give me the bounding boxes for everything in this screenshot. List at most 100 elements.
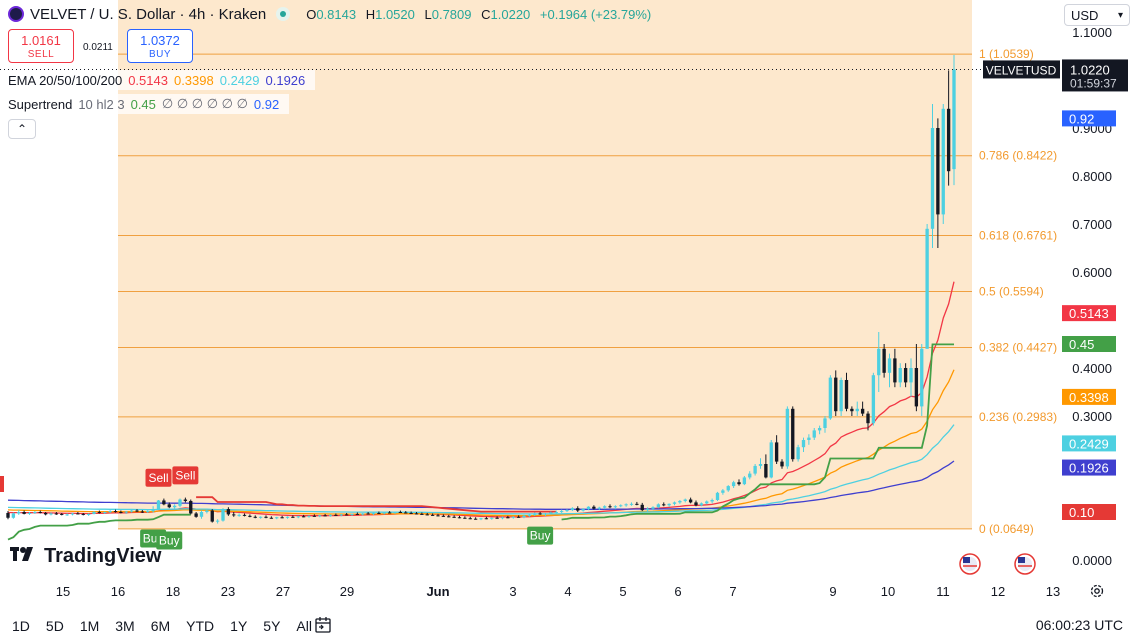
candle <box>780 459 784 469</box>
candle <box>248 514 252 518</box>
time-tick: 13 <box>1046 584 1060 599</box>
price-tick: 0.3000 <box>1072 409 1112 424</box>
candle <box>264 515 268 519</box>
close-label: C <box>481 6 491 22</box>
candle <box>312 514 317 517</box>
candle <box>382 512 386 515</box>
candle <box>81 512 85 516</box>
candle-body <box>43 512 48 515</box>
candle-body <box>140 511 145 513</box>
candle-body <box>742 477 747 485</box>
candle-body <box>189 500 193 514</box>
candle-body <box>296 516 300 518</box>
candle <box>22 510 26 515</box>
spread-value: 0.0211 <box>83 42 113 53</box>
candle <box>635 501 639 506</box>
candle <box>731 480 736 488</box>
candle-body <box>183 499 188 501</box>
candle-body <box>549 512 553 514</box>
candle-body <box>877 348 881 376</box>
candle <box>404 511 408 514</box>
candle <box>909 358 913 397</box>
candle <box>210 509 214 523</box>
price-tick: 0.7000 <box>1072 217 1112 232</box>
candle <box>425 512 429 516</box>
candle-body <box>307 515 311 517</box>
candle <box>828 375 833 420</box>
candle <box>855 401 859 416</box>
candle-body <box>645 508 650 511</box>
candle-body <box>796 447 800 460</box>
timeframe-all[interactable]: All <box>296 618 312 634</box>
candle <box>608 504 612 509</box>
candle-body <box>522 515 526 518</box>
candle <box>543 512 548 516</box>
candle <box>715 491 720 501</box>
candle <box>651 506 655 511</box>
candle <box>860 401 865 416</box>
symbol-title[interactable]: VELVET / U. S. Dollar · 4h · Kraken <box>30 5 267 23</box>
candle-body <box>656 504 661 508</box>
candle-body <box>108 511 112 513</box>
candle <box>361 512 365 516</box>
candle-body <box>490 517 494 519</box>
candle-body <box>860 408 865 414</box>
goto-date-icon[interactable] <box>313 615 333 635</box>
collapse-legend-button[interactable]: ⌃ <box>8 119 36 139</box>
candle <box>640 502 644 512</box>
candle-body <box>903 368 908 383</box>
buy-button[interactable]: 1.0372 BUY <box>127 29 193 63</box>
supertrend-legend[interactable]: Supertrend 10 hl2 3 0.45 ∅ ∅ ∅ ∅ ∅ ∅ 0.9… <box>8 94 290 114</box>
candle-body <box>146 511 150 513</box>
candle <box>801 437 806 452</box>
candle <box>291 515 295 518</box>
price-badge-box <box>1062 305 1116 322</box>
candle <box>17 510 21 515</box>
candle <box>500 516 505 520</box>
candle-body <box>817 428 822 431</box>
candle <box>463 516 467 519</box>
time-tick: 27 <box>276 584 290 599</box>
utc-clock[interactable]: 06:00:23 UTC <box>1035 617 1123 633</box>
time-tick: 7 <box>729 584 736 599</box>
timeframe-6m[interactable]: 6M <box>150 618 171 634</box>
supertrend-up-value: 0.45 <box>130 96 156 112</box>
candle <box>11 512 16 519</box>
timeframe-1m[interactable]: 1M <box>79 618 100 634</box>
ema-50-line <box>7 369 955 517</box>
candle-body <box>27 512 32 514</box>
candle-body <box>710 500 714 502</box>
candle-body <box>866 413 870 424</box>
candle <box>92 511 96 515</box>
price-badge-box <box>1062 504 1116 520</box>
candle <box>226 507 231 516</box>
fib-label: 0.786 (0.8422) <box>979 149 1057 163</box>
candle-body <box>597 507 601 509</box>
supertrend-down-value: 0.92 <box>253 96 280 112</box>
ema-legend[interactable]: EMA 20/50/100/200 0.5143 0.3398 0.2429 0… <box>8 70 316 90</box>
price-badge-label: 0.1926 <box>1069 461 1109 476</box>
candle <box>688 497 693 504</box>
candle <box>511 516 515 519</box>
settings-gear-icon[interactable] <box>1089 583 1105 599</box>
ohlc-values: O0.8143 H1.0520 L0.7809 C1.0220 +0.1964 … <box>300 7 651 22</box>
timeframe-1d[interactable]: 1D <box>12 618 30 634</box>
candle <box>710 498 714 504</box>
sell-button[interactable]: 1.0161 SELL <box>8 29 74 63</box>
candle <box>893 348 897 388</box>
fib-label: 1 (1.0539) <box>979 47 1034 61</box>
candle-body <box>715 492 720 500</box>
candle <box>65 513 69 516</box>
candle <box>952 55 956 186</box>
timeframe-3m[interactable]: 3M <box>115 618 135 634</box>
timeframe-1y[interactable]: 1Y <box>230 618 248 634</box>
timeframe-ytd[interactable]: YTD <box>186 618 215 634</box>
currency-select[interactable]: USD ▾ <box>1064 4 1130 26</box>
price-badge-box <box>1062 459 1116 476</box>
candle-body <box>285 516 290 518</box>
timeframe-5y[interactable]: 5Y <box>263 618 281 634</box>
timeframe-5d[interactable]: 5D <box>45 618 64 634</box>
candle-body <box>726 486 730 491</box>
candle-body <box>167 504 171 508</box>
price-badge: 0.5143 <box>1062 305 1116 322</box>
